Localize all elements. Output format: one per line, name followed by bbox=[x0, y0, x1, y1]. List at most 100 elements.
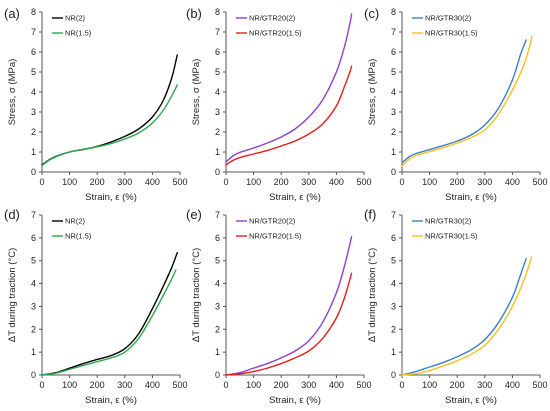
y-tick-label: 0 bbox=[31, 167, 36, 177]
x-tick-label: 100 bbox=[422, 177, 437, 187]
y-tick-label: 7 bbox=[391, 210, 396, 220]
y-tick-label: 0 bbox=[31, 370, 36, 380]
panel-letter: (b) bbox=[186, 6, 202, 21]
x-tick-label: 400 bbox=[145, 380, 160, 390]
x-tick-label: 500 bbox=[172, 380, 187, 390]
y-tick-label: 7 bbox=[215, 27, 220, 37]
y-tick-label: 3 bbox=[391, 301, 396, 311]
series-line-NR/GTR20(1.5) bbox=[225, 272, 353, 376]
x-tick-label: 0 bbox=[39, 177, 44, 187]
y-tick-label: 2 bbox=[215, 127, 220, 137]
legend-label: NR/GTR30(2) bbox=[425, 14, 472, 23]
x-tick-label: 0 bbox=[223, 177, 228, 187]
x-tick-label: 200 bbox=[90, 380, 105, 390]
y-tick-label: 3 bbox=[31, 107, 36, 117]
y-tick-label: 4 bbox=[215, 87, 220, 97]
legend-label: NR/GTR30(2) bbox=[425, 217, 472, 226]
series-line-NR(2) bbox=[41, 54, 178, 166]
y-tick-label: 6 bbox=[31, 47, 36, 57]
y-tick-label: 5 bbox=[215, 67, 220, 77]
y-tick-label: 7 bbox=[215, 210, 220, 220]
x-tick-label: 300 bbox=[301, 380, 316, 390]
y-tick-label: 4 bbox=[215, 279, 220, 289]
y-tick-label: 2 bbox=[31, 324, 36, 334]
y-tick-label: 3 bbox=[31, 301, 36, 311]
y-tick-label: 4 bbox=[391, 87, 396, 97]
y-tick-label: 8 bbox=[215, 7, 220, 17]
x-tick-label: 100 bbox=[62, 177, 77, 187]
y-axis-title: Stress, σ (MPa) bbox=[191, 59, 202, 126]
y-tick-label: 5 bbox=[391, 256, 396, 266]
x-tick-label: 100 bbox=[246, 177, 261, 187]
x-tick-label: 400 bbox=[329, 177, 344, 187]
y-axis-title: ΔT during traction (°C) bbox=[191, 248, 202, 342]
x-tick-label: 400 bbox=[329, 380, 344, 390]
y-tick-label: 6 bbox=[391, 233, 396, 243]
series-line-NR(2) bbox=[41, 252, 178, 376]
y-tick-label: 1 bbox=[31, 347, 36, 357]
panel-letter: (c) bbox=[364, 6, 379, 21]
y-tick-label: 5 bbox=[391, 67, 396, 77]
x-tick-label: 100 bbox=[422, 380, 437, 390]
x-tick-label: 0 bbox=[399, 177, 404, 187]
y-axis-title: ΔT during traction (°C) bbox=[367, 248, 378, 342]
x-tick-label: 0 bbox=[223, 380, 228, 390]
legend-label: NR/GTR30(1.5) bbox=[425, 29, 478, 38]
y-axis-title: ΔT during traction (°C) bbox=[7, 248, 18, 342]
y-tick-label: 7 bbox=[391, 27, 396, 37]
panel-letter: (d) bbox=[4, 207, 20, 222]
y-tick-label: 0 bbox=[391, 167, 396, 177]
legend-label: NR(2) bbox=[65, 14, 86, 23]
x-tick-label: 400 bbox=[505, 177, 520, 187]
x-tick-label: 200 bbox=[90, 177, 105, 187]
series-line-NR/GTR20(1.5) bbox=[225, 65, 353, 166]
series-line-NR/GTR30(1.5) bbox=[401, 256, 533, 376]
series-line-NR/GTR30(2) bbox=[401, 257, 527, 376]
y-tick-label: 2 bbox=[31, 127, 36, 137]
panel-d: (d) 0 100 200 300 400 500 0 1 2 3 4 5 6 7 Strain, ε (%)… bbox=[4, 207, 188, 406]
series-line-NR/GTR30(2) bbox=[401, 39, 527, 164]
panel-letter: (f) bbox=[364, 207, 376, 222]
x-axis-title: Strain, ε (%) bbox=[269, 395, 321, 406]
y-tick-label: 6 bbox=[215, 47, 220, 57]
y-tick-label: 6 bbox=[215, 233, 220, 243]
panel-a: (a) 0 100 200 300 400 500 0 1 2 3 4 5 6 7 8 Strain, ε (%… bbox=[4, 6, 188, 203]
x-tick-label: 400 bbox=[145, 177, 160, 187]
y-tick-label: 2 bbox=[391, 127, 396, 137]
panel-b: (b) 0 100 200 300 400 500 0 1 2 3 4 5 6 7 8 Strain, ε (%… bbox=[186, 6, 372, 203]
panel-letter: (a) bbox=[4, 6, 20, 21]
y-tick-label: 2 bbox=[215, 324, 220, 334]
x-tick-label: 500 bbox=[532, 380, 547, 390]
series-line-NR(1.5) bbox=[41, 269, 177, 376]
legend-label: NR(1.5) bbox=[65, 29, 92, 38]
y-tick-label: 6 bbox=[391, 47, 396, 57]
x-tick-label: 200 bbox=[450, 380, 465, 390]
y-tick-label: 5 bbox=[31, 256, 36, 266]
y-tick-label: 1 bbox=[391, 147, 396, 157]
x-tick-label: 500 bbox=[172, 177, 187, 187]
y-tick-label: 3 bbox=[215, 301, 220, 311]
y-tick-label: 4 bbox=[391, 279, 396, 289]
x-tick-label: 200 bbox=[450, 177, 465, 187]
x-tick-label: 200 bbox=[274, 177, 289, 187]
y-tick-label: 7 bbox=[31, 210, 36, 220]
series-line-NR/GTR30(1.5) bbox=[401, 35, 533, 167]
y-tick-label: 3 bbox=[391, 107, 396, 117]
x-axis-title: Strain, ε (%) bbox=[269, 192, 321, 203]
x-tick-label: 300 bbox=[117, 380, 132, 390]
y-tick-label: 1 bbox=[215, 347, 220, 357]
y-tick-label: 6 bbox=[31, 233, 36, 243]
legend-label: NR/GTR20(1.5) bbox=[249, 29, 302, 38]
y-tick-label: 4 bbox=[31, 87, 36, 97]
y-tick-label: 5 bbox=[215, 256, 220, 266]
x-axis-title: Strain, ε (%) bbox=[445, 395, 497, 406]
x-tick-label: 300 bbox=[477, 380, 492, 390]
y-tick-label: 5 bbox=[31, 67, 36, 77]
x-tick-label: 200 bbox=[274, 380, 289, 390]
x-tick-label: 300 bbox=[117, 177, 132, 187]
panel-c: (c) 0 100 200 300 400 500 0 1 2 3 4 5 6 7 8 Strain, ε (%… bbox=[364, 6, 548, 203]
series-line-NR(1.5) bbox=[41, 84, 178, 167]
y-tick-label: 0 bbox=[215, 370, 220, 380]
y-tick-label: 4 bbox=[31, 279, 36, 289]
